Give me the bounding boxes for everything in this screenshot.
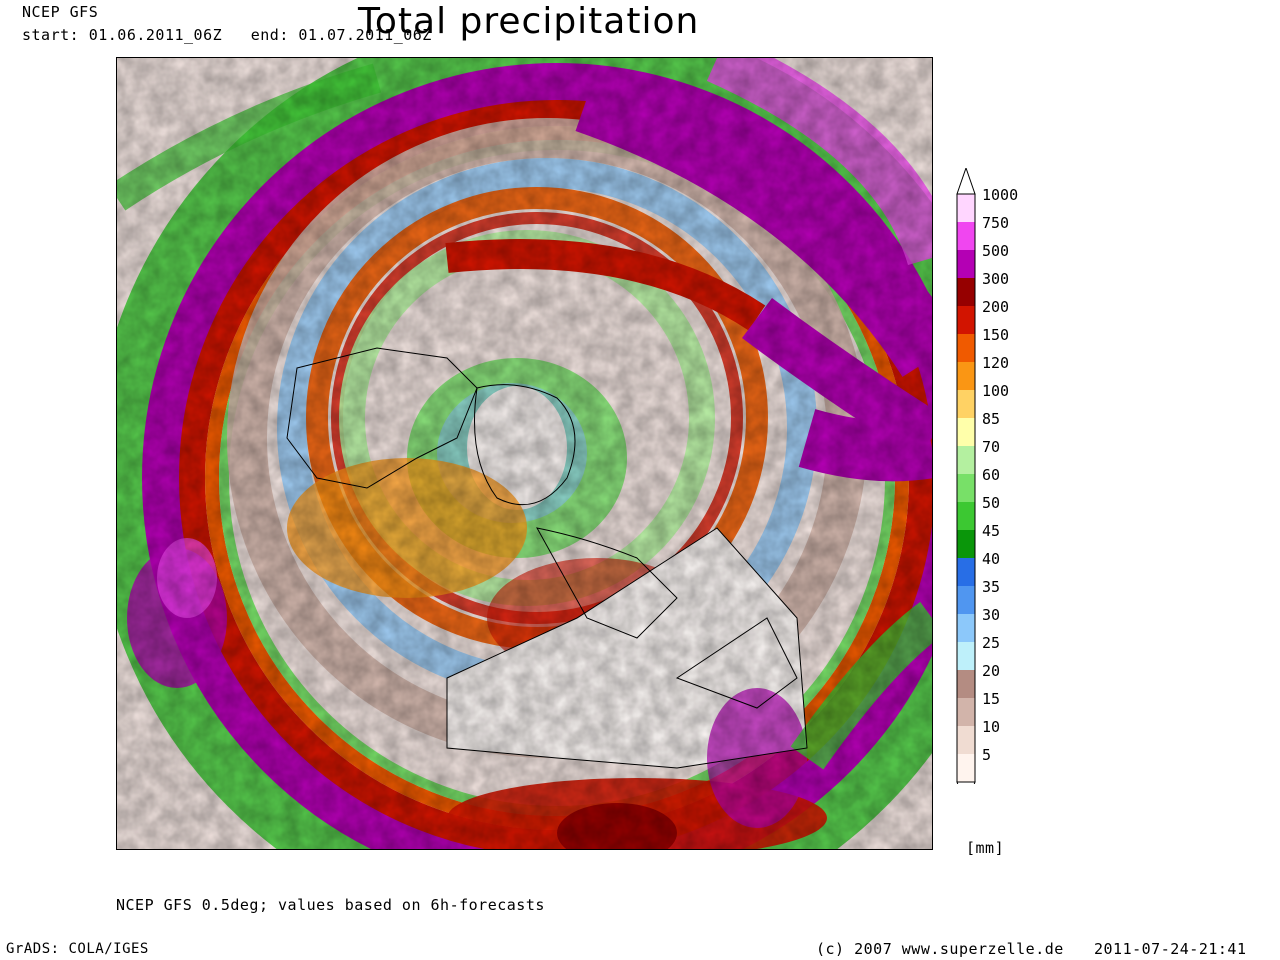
timestamp: 2011-07-24-21:41 — [1094, 940, 1247, 958]
legend-swatch — [957, 670, 975, 698]
legend-swatch — [957, 642, 975, 670]
legend-label: 500 — [982, 242, 1010, 260]
legend-label: 300 — [982, 270, 1010, 288]
legend-label: 1000 — [982, 186, 1019, 204]
legend-label: 10 — [982, 718, 1001, 736]
color-legend — [956, 168, 976, 784]
legend-label: 30 — [982, 606, 1001, 624]
legend-top-arrow — [956, 168, 976, 195]
legend-swatch — [957, 334, 975, 362]
legend-swatch — [957, 530, 975, 558]
unit-label: [mm] — [966, 839, 1005, 857]
copyright: (c) 2007 www.superzelle.de — [816, 940, 1064, 958]
legend-label: 150 — [982, 326, 1010, 344]
legend-swatch — [957, 502, 975, 530]
legend-swatch — [957, 306, 975, 334]
legend-label: 25 — [982, 634, 1001, 652]
legend-label: 85 — [982, 410, 1001, 428]
legend-swatch — [957, 390, 975, 418]
legend-label: 750 — [982, 214, 1010, 232]
legend-swatch — [957, 614, 975, 642]
legend-bottom-arrow — [956, 781, 976, 784]
legend-label: 35 — [982, 578, 1001, 596]
legend-swatch — [957, 194, 975, 222]
legend-label: 100 — [982, 382, 1010, 400]
map-title: Total precipitation — [358, 1, 700, 42]
legend-swatch — [957, 250, 975, 278]
legend-swatch — [957, 558, 975, 586]
precipitation-map — [116, 57, 933, 850]
legend-label: 40 — [982, 550, 1001, 568]
data-note: NCEP GFS 0.5deg; values based on 6h-fore… — [116, 896, 545, 914]
legend-label: 45 — [982, 522, 1001, 540]
model-label: NCEP GFS — [22, 3, 99, 21]
legend-swatch — [957, 222, 975, 250]
legend-label: 20 — [982, 662, 1001, 680]
legend-swatch — [957, 474, 975, 502]
legend-label: 120 — [982, 354, 1010, 372]
legend-swatch — [957, 362, 975, 390]
legend-label: 200 — [982, 298, 1010, 316]
legend-label: 15 — [982, 690, 1001, 708]
legend-label: 50 — [982, 494, 1001, 512]
legend-swatch — [957, 726, 975, 754]
legend-label: 60 — [982, 466, 1001, 484]
legend-swatch — [957, 278, 975, 306]
software-credit: GrADS: COLA/IGES — [6, 941, 149, 957]
period-label: start: 01.06.2011_06Z end: 01.07.2011_06… — [22, 26, 432, 44]
legend-swatch — [957, 698, 975, 726]
precipitation-field — [117, 58, 932, 849]
legend-swatch — [957, 446, 975, 474]
legend-swatch — [957, 586, 975, 614]
legend-label: 5 — [982, 746, 992, 764]
legend-label: 70 — [982, 438, 1001, 456]
legend-swatch — [957, 418, 975, 446]
legend-swatch — [957, 754, 975, 782]
